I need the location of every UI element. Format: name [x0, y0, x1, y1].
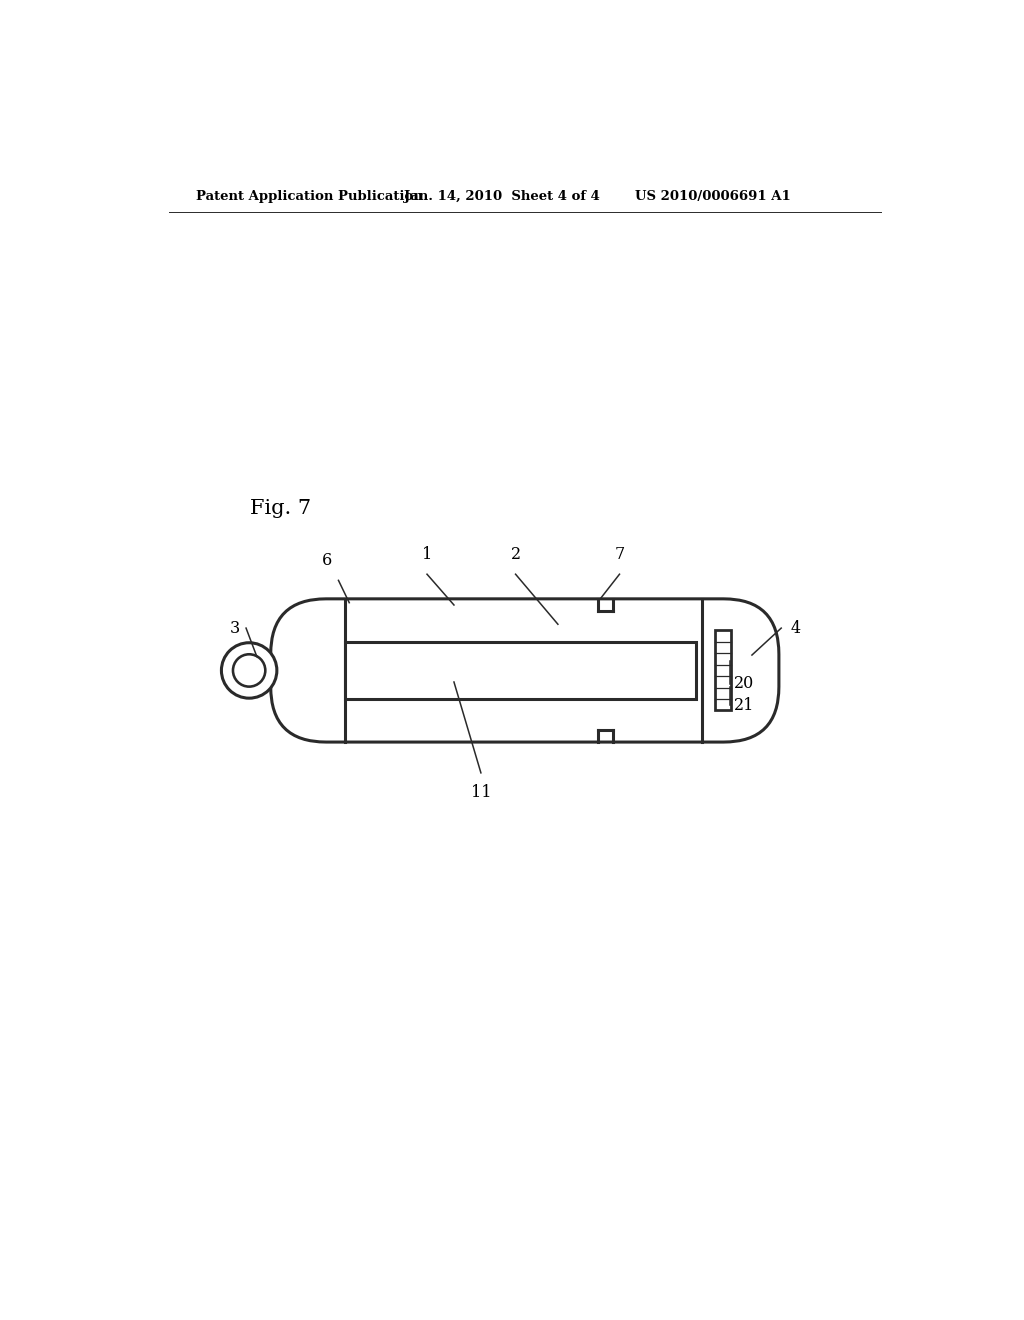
Text: 20: 20: [733, 675, 754, 692]
Text: US 2010/0006691 A1: US 2010/0006691 A1: [635, 190, 791, 203]
Text: 3: 3: [229, 619, 240, 636]
Bar: [345, 642, 695, 700]
Text: 2: 2: [511, 545, 520, 562]
Text: 21: 21: [733, 697, 754, 714]
FancyBboxPatch shape: [270, 599, 779, 742]
Text: 1: 1: [422, 545, 432, 562]
Bar: [715, 631, 731, 710]
Text: Patent Application Publication: Patent Application Publication: [196, 190, 423, 203]
Circle shape: [233, 655, 265, 686]
Text: 7: 7: [614, 545, 625, 562]
Text: Fig. 7: Fig. 7: [250, 499, 311, 519]
Text: 11: 11: [471, 784, 492, 801]
Text: 4: 4: [791, 619, 801, 636]
Circle shape: [221, 643, 276, 698]
Text: Jan. 14, 2010  Sheet 4 of 4: Jan. 14, 2010 Sheet 4 of 4: [403, 190, 600, 203]
Text: 6: 6: [322, 552, 332, 569]
